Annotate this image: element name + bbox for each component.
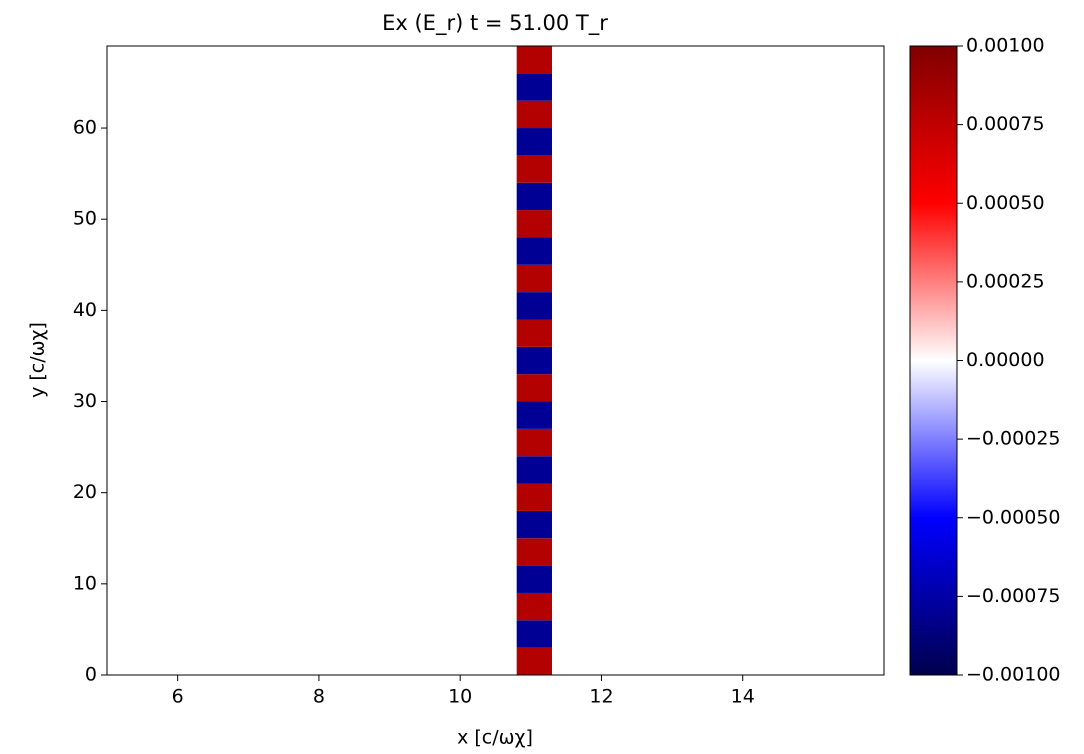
heatmap-cell <box>552 592 884 621</box>
heatmap-cell <box>516 155 553 183</box>
heatmap-cell <box>516 428 553 457</box>
heatmap-cell <box>107 100 517 129</box>
heatmap-cell <box>107 647 517 675</box>
heatmap-cell <box>516 210 553 238</box>
heatmap-cell <box>516 73 553 101</box>
heatmap-cell <box>107 182 517 211</box>
heatmap-cell <box>552 538 884 566</box>
heatmap-cell <box>552 456 884 484</box>
heatmap-cell <box>552 128 884 156</box>
heatmap-cell <box>107 46 517 74</box>
heatmap-cell <box>516 647 553 675</box>
y-tick-label: 40 <box>73 299 97 321</box>
heatmap-cell <box>107 374 517 402</box>
heatmap-cell <box>516 538 553 566</box>
colorbar-tick-label: −0.00025 <box>966 428 1061 450</box>
heatmap-cell <box>107 483 517 511</box>
heatmap-cell <box>107 620 517 648</box>
x-tick-label: 8 <box>313 686 325 708</box>
heatmap-cell <box>552 620 884 648</box>
heatmap-cell <box>516 128 553 156</box>
x-tick-label: 10 <box>448 686 472 708</box>
colorbar-tick-label: −0.00100 <box>966 664 1061 686</box>
y-axis-label: y [c/ωχ] <box>27 322 49 398</box>
colorbar-tick-label: 0.00100 <box>966 35 1045 57</box>
x-tick-label: 12 <box>589 686 613 708</box>
y-tick-label: 0 <box>85 664 97 686</box>
plot-frame <box>106 45 885 676</box>
heatmap-cell <box>516 592 553 621</box>
heatmap-cell <box>516 292 553 320</box>
heatmap-cell <box>107 510 517 539</box>
heatmap-cell <box>552 182 884 211</box>
heatmap-cell <box>107 346 517 375</box>
heatmap-cell <box>107 210 517 238</box>
colorbar <box>909 45 958 676</box>
y-tick-label: 10 <box>73 572 97 594</box>
heatmap-cell <box>516 456 553 484</box>
heatmap-cell <box>552 46 884 74</box>
heatmap-cell <box>516 46 553 74</box>
y-tick-label: 50 <box>73 208 97 230</box>
heatmap-cell <box>552 428 884 457</box>
colorbar-tick-label: −0.00075 <box>966 585 1061 607</box>
heatmap-cell <box>516 483 553 511</box>
heatmap-cell <box>552 264 884 293</box>
heatmap-cell <box>552 210 884 238</box>
colorbar-tick-label: 0.00025 <box>966 270 1045 292</box>
y-tick-label: 20 <box>73 481 97 503</box>
y-tick-label: 30 <box>73 390 97 412</box>
heatmap-cell <box>516 565 553 593</box>
heatmap-cell <box>552 374 884 402</box>
y-tick-label: 60 <box>73 117 97 139</box>
heatmap-cell <box>107 128 517 156</box>
heatmap-cell <box>107 155 517 183</box>
heatmap-cell <box>552 155 884 183</box>
heatmap-cell <box>107 264 517 293</box>
heatmap-cell <box>516 182 553 211</box>
heatmap-cell <box>552 565 884 593</box>
x-axis-label: x [c/ωχ] <box>457 727 533 749</box>
heatmap-cell <box>552 647 884 675</box>
heatmap-cell <box>552 100 884 129</box>
heatmap-cell <box>107 237 517 265</box>
heatmap-cell <box>552 73 884 101</box>
heatmap-cell <box>107 538 517 566</box>
colorbar-tick-label: 0.00050 <box>966 192 1045 214</box>
heatmap-cell <box>516 510 553 539</box>
heatmap-cell <box>107 319 517 347</box>
heatmap-cell <box>552 319 884 347</box>
heatmap-cell <box>552 237 884 265</box>
heatmap-cell <box>107 592 517 621</box>
heatmap-cell <box>516 374 553 402</box>
heatmap-cell <box>552 510 884 539</box>
heatmap-cell <box>516 264 553 293</box>
heatmap-cell <box>552 292 884 320</box>
heatmap-cell <box>516 401 553 429</box>
heatmap-cell <box>107 73 517 101</box>
heatmap-cell <box>107 428 517 457</box>
colorbar-tick-label: 0.00000 <box>966 349 1045 371</box>
heatmap-cell <box>516 100 553 129</box>
heatmap-cell <box>107 292 517 320</box>
heatmap-cell <box>552 401 884 429</box>
x-tick-label: 14 <box>731 686 755 708</box>
heatmap-cell <box>516 620 553 648</box>
heatmap-cell <box>516 346 553 375</box>
heatmap-cell <box>552 346 884 375</box>
heatmap-cell <box>107 401 517 429</box>
heatmap-cell <box>107 565 517 593</box>
colorbar-tick-label: 0.00075 <box>966 113 1045 135</box>
colorbar-tick-label: −0.00050 <box>966 506 1061 528</box>
heatmap-cell <box>107 456 517 484</box>
heatmap-cell <box>516 319 553 347</box>
heatmap-cell <box>516 237 553 265</box>
x-tick-label: 6 <box>172 686 184 708</box>
chart-title: Ex (E_r) t = 51.00 T_r <box>382 11 608 36</box>
heatmap-cell <box>552 483 884 511</box>
